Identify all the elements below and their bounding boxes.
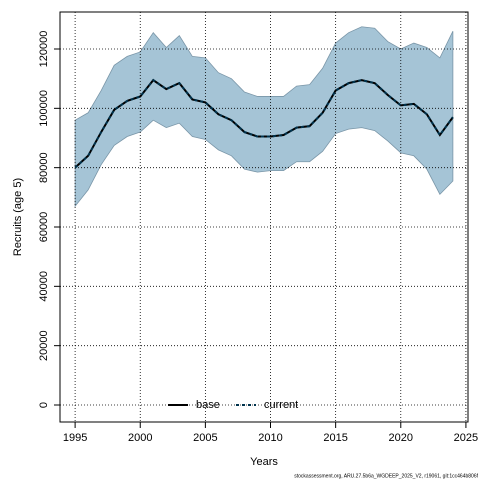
y-tick-label: 100000 [38,90,50,127]
y-tick-label: 120000 [38,31,50,68]
legend-label: base [196,399,220,411]
x-tick-label: 2005 [193,432,217,444]
x-tick-label: 2010 [258,432,282,444]
x-tick-label: 2020 [389,432,413,444]
x-tick-label: 2025 [454,432,478,444]
legend-label: current [264,399,298,411]
line [74,78,454,169]
x-tick-label: 2015 [323,432,347,444]
x-axis-label: Years [250,456,278,468]
y-tick-label: 0 [38,402,50,408]
y-tick-label: 40000 [38,271,50,302]
footer: stockassessment.org, ARU.27.5b6a_WGDEEP_… [294,473,478,479]
plot-frame [59,11,469,423]
y-tick-label: 20000 [38,330,50,361]
y-tick-label: 60000 [38,212,50,243]
x-tick-label: 2000 [128,432,152,444]
confidence-band [74,26,454,208]
y-axis-label: Recruits (age 5) [12,178,24,256]
x-tick-label: 1995 [63,432,87,444]
y-tick-label: 80000 [38,152,50,183]
